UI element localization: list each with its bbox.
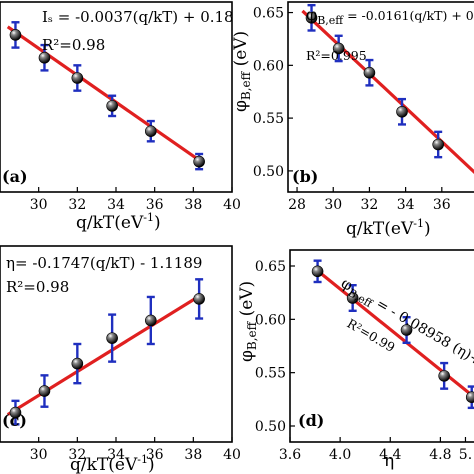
- panel-a-xtick-label: 38: [184, 197, 202, 213]
- panel-c-xlabel: q/kT(eV-1): [70, 453, 155, 474]
- panel-a-xtick-label: 32: [68, 197, 86, 213]
- panel-c-data-point: [38, 385, 51, 397]
- panel-b-ylabel: φB,eff (eV): [231, 31, 253, 112]
- panel-a-xtick-label: 36: [146, 197, 164, 213]
- panel-c-xtick-label: 38: [184, 447, 202, 463]
- panel-c: 30 32 34 36 38 40 η= -0.1747(q/kT) - 1.1189 R…: [0, 245, 241, 474]
- panel-b: 28 30 32 34 36 0.50 0.55 0.60 0.65 φB,eff = -0.…: [231, 1, 474, 239]
- panel-b-xtick-label: 28: [288, 197, 306, 213]
- panel-c-data-point: [145, 314, 157, 327]
- panel-d-label: (d): [298, 411, 324, 430]
- panel-d-data-point: [346, 292, 359, 304]
- panel-d-r2: R²=0.99: [345, 316, 398, 355]
- panel-a-xtick-label: 34: [107, 197, 125, 213]
- panel-a-xtick-label: 30: [30, 197, 48, 213]
- panel-c-xtick-label: 32: [68, 447, 86, 463]
- panel-d-data-point: [311, 265, 324, 278]
- panel-a-fit-line: [6, 25, 204, 165]
- panel-a-data-point: [38, 51, 51, 64]
- panel-c-data-point: [9, 406, 22, 419]
- panel-b-data-point: [432, 138, 444, 151]
- panel-d-data-point: [400, 324, 413, 336]
- panel-a-xtick-label: 40: [223, 197, 241, 213]
- panel-b-data-point: [332, 42, 345, 55]
- panel-d-ytick-label: 0.65: [255, 259, 286, 275]
- panel-d-xtick-label: 4.8: [429, 447, 451, 463]
- panel-d-xtick-label: 4.4: [379, 447, 401, 463]
- panel-d-fit-line: [316, 269, 474, 400]
- panel-a-label: (a): [2, 167, 28, 186]
- panel-b-label: (b): [292, 167, 318, 186]
- panel-c-xtick-label: 36: [146, 447, 164, 463]
- panel-a-xlabel: q/kT(eV-1): [76, 211, 161, 233]
- panel-c-fit-line: [6, 293, 202, 416]
- panel-b-xtick-label: 36: [433, 197, 451, 213]
- panel-b-xtick-label: 34: [397, 197, 415, 213]
- panel-d-xtick-label: 4.0: [329, 447, 351, 463]
- panel-b-data-point: [363, 66, 376, 79]
- panel-c-data-point: [193, 293, 205, 305]
- panel-c-xtick-label: 30: [30, 447, 48, 463]
- panel-d-data-point: [438, 370, 450, 382]
- panel-c-data-point: [106, 332, 118, 344]
- panel-b-ytick-label: 0.55: [253, 111, 284, 127]
- panel-a-data-point: [9, 29, 22, 41]
- panel-c-r2: R²=0.98: [6, 278, 69, 296]
- panel-c-frame: [0, 245, 233, 443]
- panel-c-equation: η= -0.1747(q/kT) - 1.1189: [6, 254, 202, 272]
- panel-d-ytick-label: 0.55: [255, 366, 286, 382]
- panel-d-ylabel: φB,eff (eV): [237, 281, 259, 362]
- panel-a-data-point: [106, 100, 118, 112]
- panel-d-xtick-label: 3.6: [279, 447, 301, 463]
- panel-d-frame: [289, 249, 474, 443]
- panel-a-data-point: [193, 155, 205, 168]
- panel-b-fit-line: [301, 9, 474, 174]
- panel-b-equation: φB,eff = -0.0161(q/kT) + 0.: [306, 5, 474, 27]
- panel-d-xtick-label: 5.: [459, 447, 472, 463]
- panel-b-data-point: [396, 105, 408, 118]
- panel-a-r2: R²=0.98: [42, 36, 105, 54]
- panel-d-ytick-label: 0.50: [255, 419, 286, 435]
- panel-b-data-point: [305, 12, 318, 24]
- panel-d-ytick-label: 0.60: [255, 312, 286, 328]
- panel-d-xlabel: η: [384, 451, 394, 471]
- panel-a-data-point: [71, 72, 84, 84]
- panel-b-ytick-label: 0.65: [253, 6, 284, 22]
- panel-a: 30 32 34 36 38 40 Iₛ = -0.0037(q/kT) + 0.18 R…: [0, 1, 241, 233]
- panel-c-data-point: [71, 357, 84, 370]
- panel-b-xtick-label: 32: [361, 197, 379, 213]
- panel-c-xtick-label: 34: [107, 447, 125, 463]
- panel-b-frame: [287, 1, 474, 193]
- panel-d-data-point: [465, 391, 474, 403]
- panel-b-ytick-label: 0.50: [253, 164, 284, 180]
- panel-b-ytick-label: 0.60: [253, 58, 284, 74]
- panel-c-xtick-label: 40: [223, 447, 241, 463]
- panel-b-r2: R²=0.995: [306, 48, 367, 63]
- panel-d: 3.6 4.0 4.4 4.8 5. 0.500.550.600.65 φB,eff =…: [237, 249, 474, 471]
- panel-b-xlabel: q/kT(eV-1): [346, 217, 431, 239]
- panel-b-xtick-label: 30: [324, 197, 342, 213]
- panel-a-equation: Iₛ = -0.0037(q/kT) + 0.18: [42, 8, 234, 26]
- panel-c-label: (c): [2, 411, 27, 430]
- panel-a-data-point: [145, 125, 157, 137]
